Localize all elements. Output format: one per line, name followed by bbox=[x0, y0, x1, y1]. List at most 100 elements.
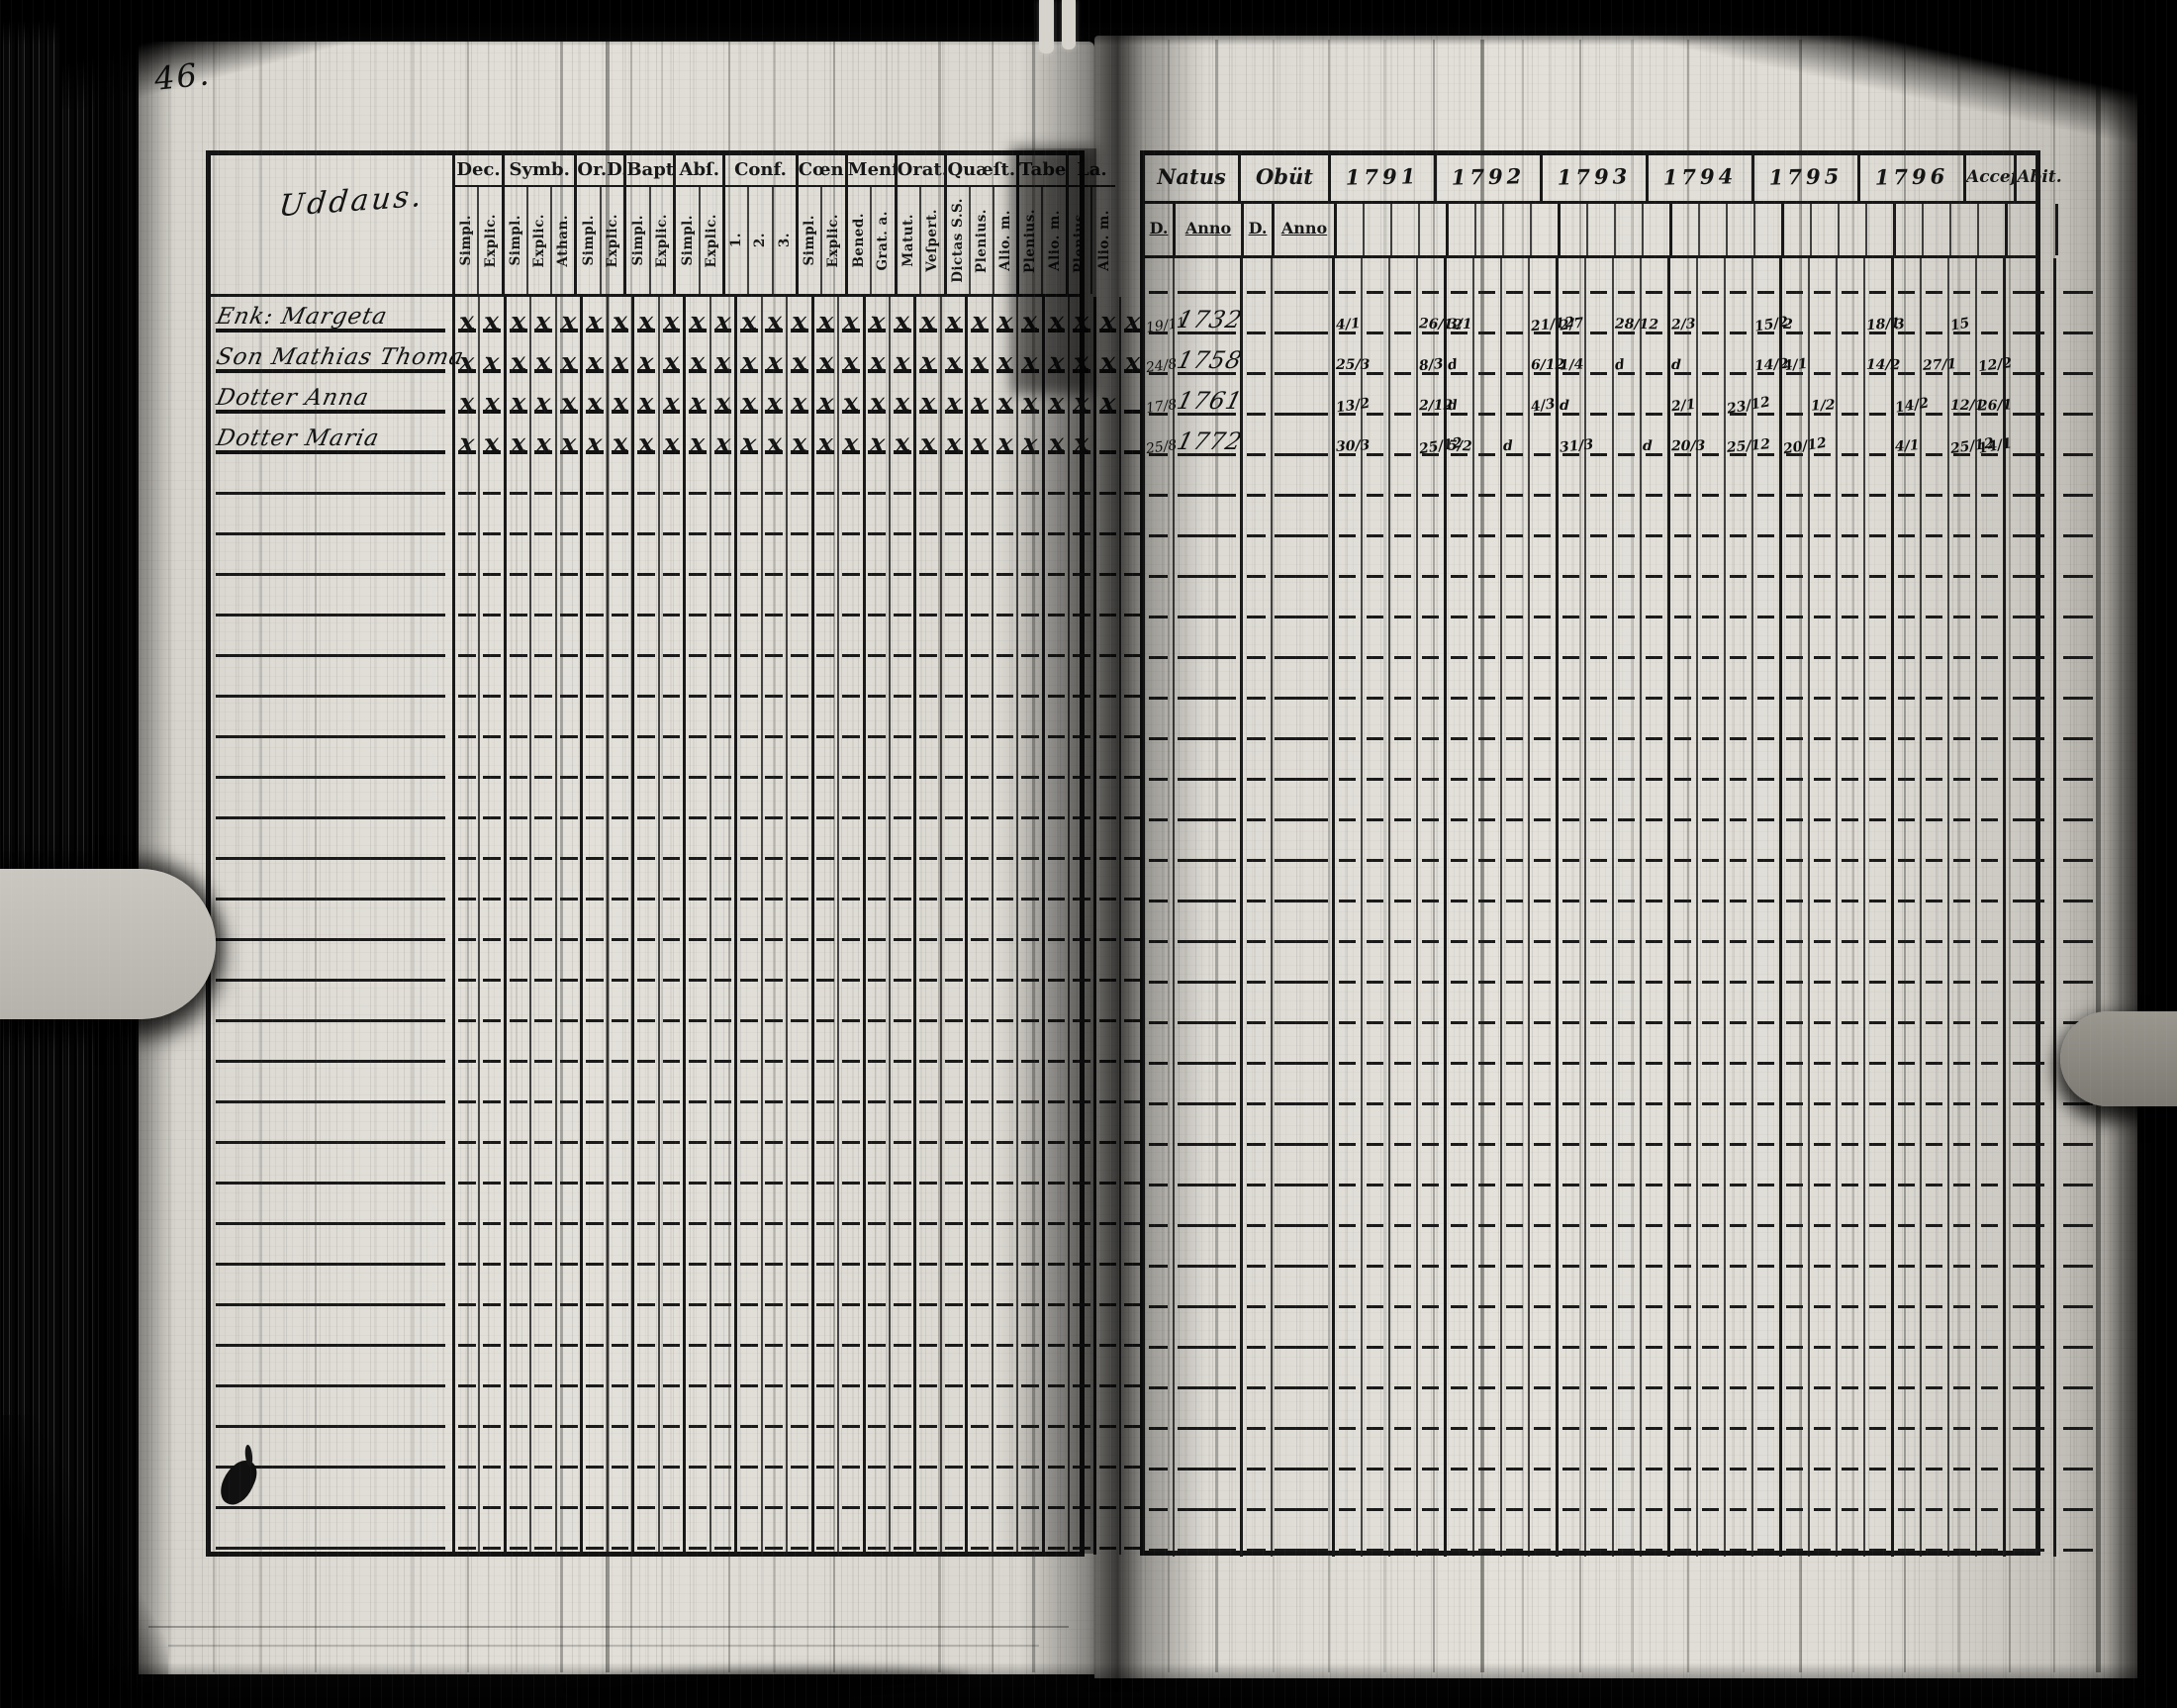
row-cell bbox=[994, 1433, 1016, 1473]
row-cell bbox=[1698, 583, 1724, 623]
row-cell bbox=[211, 743, 452, 784]
row-cell bbox=[1418, 948, 1444, 989]
row-cell bbox=[1642, 461, 1667, 502]
row-line bbox=[1729, 778, 1748, 781]
row-cell bbox=[1614, 1232, 1640, 1273]
row-cell bbox=[2006, 502, 2053, 542]
row-cell bbox=[1670, 1273, 1696, 1313]
row-line bbox=[2013, 1184, 2044, 1186]
x-mark: x bbox=[945, 387, 962, 418]
row-line bbox=[1952, 332, 1971, 334]
row-line bbox=[995, 1141, 1014, 1144]
row-cell bbox=[1894, 1516, 1920, 1557]
row-cell bbox=[1273, 867, 1332, 907]
row-cell bbox=[1949, 623, 1975, 664]
row-cell bbox=[1614, 421, 1640, 461]
row-cell bbox=[557, 1514, 580, 1555]
sub-column-label: Athan. bbox=[555, 214, 572, 267]
row-line bbox=[1149, 1102, 1168, 1105]
row-line bbox=[1729, 575, 1748, 578]
row-line bbox=[457, 1506, 476, 1509]
row-line bbox=[893, 492, 911, 495]
row-cell bbox=[1753, 867, 1779, 907]
row-cell bbox=[211, 824, 452, 865]
row-cell bbox=[1586, 1070, 1612, 1110]
row-cell bbox=[1670, 461, 1696, 502]
row-line bbox=[1477, 494, 1496, 497]
row-cell bbox=[1698, 1151, 1724, 1191]
row-line bbox=[1533, 332, 1552, 334]
row-cell bbox=[711, 540, 734, 581]
row-line bbox=[509, 1344, 527, 1347]
row-line bbox=[1868, 616, 1887, 618]
row-cell bbox=[763, 905, 786, 946]
row-cell bbox=[1447, 1110, 1472, 1151]
row-line bbox=[1952, 1468, 1971, 1471]
row-cell bbox=[1096, 419, 1119, 459]
row-line bbox=[611, 329, 629, 332]
row-line bbox=[816, 857, 835, 860]
row-line bbox=[1366, 413, 1384, 416]
row-line bbox=[739, 857, 758, 860]
row-line bbox=[995, 329, 1014, 332]
row-line bbox=[1645, 1102, 1663, 1105]
x-mark: x bbox=[894, 306, 911, 336]
row-cell bbox=[1586, 1475, 1612, 1516]
sub-column-label: Explic. bbox=[704, 213, 720, 268]
row-line bbox=[919, 1466, 938, 1469]
row-cell bbox=[480, 1068, 503, 1108]
row-cell: x bbox=[994, 297, 1016, 337]
row-line bbox=[1617, 616, 1636, 618]
row-line bbox=[1589, 1549, 1608, 1552]
sub-header-row: Simpl. Explic. Athan. bbox=[505, 187, 574, 294]
row-line bbox=[919, 979, 938, 982]
row-cell bbox=[1838, 1394, 1863, 1435]
row-line bbox=[534, 1100, 553, 1103]
row-cell bbox=[531, 1433, 554, 1473]
subheader-label: Anno bbox=[1184, 219, 1232, 237]
row-line bbox=[1701, 1102, 1720, 1105]
row-line bbox=[1450, 1102, 1468, 1105]
row-line bbox=[483, 450, 502, 454]
row-cell bbox=[686, 1271, 709, 1311]
row-cell bbox=[891, 743, 913, 784]
row-line bbox=[1450, 291, 1468, 294]
row-line bbox=[765, 1344, 784, 1347]
row-line bbox=[1617, 900, 1636, 902]
row-line bbox=[1645, 1062, 1663, 1065]
row-line bbox=[1047, 1100, 1066, 1103]
row-line bbox=[215, 898, 445, 901]
row-cell bbox=[1070, 621, 1092, 662]
row-cell bbox=[1642, 948, 1667, 989]
row-line bbox=[1393, 1305, 1412, 1308]
row-cell bbox=[916, 703, 939, 743]
row-cell bbox=[1949, 745, 1975, 786]
row-line bbox=[1247, 575, 1266, 578]
row-cell bbox=[1474, 1273, 1500, 1313]
row-line bbox=[1980, 778, 1999, 781]
row-cell bbox=[1670, 1313, 1696, 1354]
row-cell bbox=[1614, 989, 1640, 1029]
row-cell bbox=[737, 1108, 760, 1149]
row-line bbox=[944, 369, 963, 373]
row-line bbox=[971, 735, 990, 738]
year-label: 1795 bbox=[1768, 163, 1844, 190]
row-cell: x bbox=[583, 419, 606, 459]
row-line bbox=[919, 898, 938, 901]
row-cell bbox=[1670, 1232, 1696, 1273]
row-line bbox=[1477, 778, 1496, 781]
row-line bbox=[1393, 1265, 1412, 1268]
row-line bbox=[1073, 1547, 1090, 1550]
row-line bbox=[1925, 1427, 1943, 1430]
row-line bbox=[1533, 1184, 1552, 1186]
row-line bbox=[611, 1263, 629, 1266]
row-line bbox=[1338, 1549, 1357, 1552]
row-cell bbox=[531, 581, 554, 621]
row-cell bbox=[1363, 989, 1388, 1029]
row-line bbox=[1980, 697, 1999, 700]
page-holder-clip-right bbox=[2060, 1011, 2177, 1106]
row-line bbox=[1450, 1021, 1468, 1024]
row-line bbox=[1868, 1427, 1887, 1430]
row-line bbox=[868, 450, 887, 454]
